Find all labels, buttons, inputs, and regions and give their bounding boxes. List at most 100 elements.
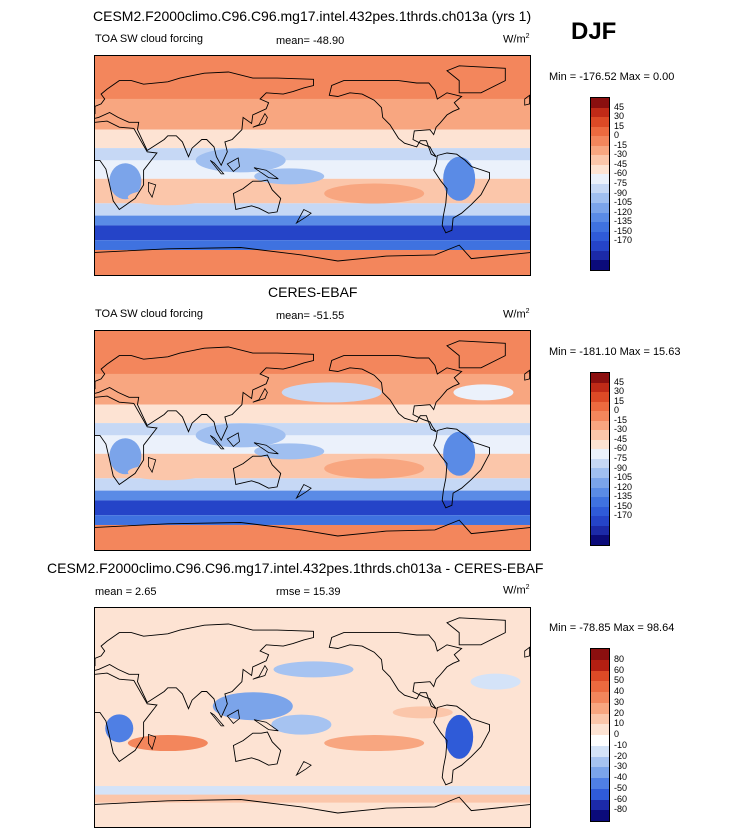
convective-region: [254, 168, 325, 185]
field-zonal-band: [95, 500, 530, 516]
amazon-cloud-region: [443, 156, 476, 201]
panel2-colorbar-tick-label: -90: [614, 462, 628, 473]
panel1-colorbar-tick-label: -45: [614, 158, 628, 169]
panel1-colorbar-segment: [591, 193, 609, 204]
coastline: [328, 80, 463, 158]
panel1-colorbar-segment: [591, 117, 609, 127]
coastline: [95, 672, 158, 763]
diff-positive-region: [127, 735, 208, 752]
panel2-colorbar-segment: [591, 401, 609, 412]
panel3-colorbar-tick-label: -20: [614, 750, 628, 761]
panel3-colorbar-tick-label: 50: [614, 675, 625, 686]
diff-positive-region: [392, 706, 453, 719]
panel2-colorbar-segment: [591, 516, 609, 526]
panel3-colorbar-segment: [591, 810, 609, 821]
panel2-colorbar-segment: [591, 458, 609, 469]
panel1-colorbar-segment: [591, 241, 609, 251]
panel3-colorbar-tick-label: 10: [614, 718, 625, 729]
convective-region: [195, 423, 286, 448]
panel3-colorbar-segment: [591, 767, 609, 778]
panel1-left-label: TOA SW cloud forcing: [95, 33, 204, 45]
season-label: DJF: [571, 18, 617, 45]
panel1-colorbar-segment: [591, 222, 609, 232]
convective-region: [254, 443, 325, 460]
panel3-map-svg: [95, 608, 530, 827]
island-coastline: [148, 456, 157, 474]
panel2-title: CERES-EBAF: [268, 284, 358, 300]
panel3-colorbar-tick-label: -60: [614, 793, 628, 804]
field-zonal-band: [95, 478, 530, 491]
panel3-colorbar-segment: [591, 670, 609, 682]
panel2-map: [94, 330, 531, 551]
panel1-map-svg: [95, 56, 530, 275]
diff-positive-region: [324, 735, 425, 752]
coastline: [95, 395, 158, 486]
panel2-colorbar-tick-label: -105: [614, 472, 633, 483]
diff-southern-band: [95, 794, 530, 803]
panel1-colorbar-segment: [591, 155, 609, 165]
panel1-field: [95, 56, 530, 275]
panel1-units: W/m2: [503, 33, 530, 46]
panel3-coastlines: [95, 617, 530, 814]
panel3-mean-label: mean = 2.65: [95, 586, 157, 598]
panel3-colorbar-segment: [591, 735, 609, 746]
panel2-minmax: Min = -181.10 Max = 15.63: [549, 346, 681, 358]
panel3-field: [95, 608, 530, 827]
panel1-colorbar-tick-label: -15: [614, 139, 628, 150]
coastline: [328, 355, 463, 433]
africa-cloud-region: [109, 438, 142, 475]
panel1-colorbar-segment: [591, 212, 609, 223]
panel2-colorbar-segment: [591, 382, 609, 393]
panel2-colorbar-tick-label: -15: [614, 414, 628, 425]
island-coastline: [252, 387, 268, 403]
field-zonal-band: [95, 129, 530, 149]
panel3-colorbar-segment: [591, 681, 609, 692]
field-zonal-band: [95, 404, 530, 424]
panel2-colorbar-segment: [591, 468, 609, 479]
coastline: [433, 152, 490, 234]
island-coastline: [295, 208, 312, 225]
panel2-colorbar-segment: [591, 430, 609, 440]
diff-negative-region: [470, 673, 521, 690]
panel3-colorbar-tick-label: 80: [614, 653, 625, 664]
coastline: [232, 179, 282, 214]
panel1-mean-label: mean= -48.90: [276, 35, 345, 47]
panel2-colorbar-segment: [591, 487, 609, 498]
diff-negative-region: [271, 714, 332, 735]
panel2-colorbar-tick-label: 0: [614, 405, 620, 416]
amazon-cloud-region: [443, 431, 476, 476]
panel1-colorbar-segment: [591, 260, 609, 270]
subtropical-clear-region: [127, 189, 208, 206]
panel2-colorbar-segment: [591, 392, 609, 402]
coastline: [95, 120, 158, 211]
island-coastline: [226, 709, 240, 724]
panel3-colorbar-tick-label: -10: [614, 739, 628, 750]
island-coastline: [253, 442, 279, 455]
island-coastline: [253, 719, 279, 732]
diff-negative-region: [445, 714, 474, 759]
panel2-colorbar-segment: [591, 497, 609, 507]
island-coastline: [524, 369, 530, 381]
panel1-colorbar-tick-label: -90: [614, 187, 628, 198]
panel3-colorbar-tick-label: 60: [614, 664, 625, 675]
panel1-colorbar: [590, 97, 610, 271]
panel1-colorbar-segment: [591, 183, 609, 194]
island-coastline: [295, 483, 312, 500]
panel2-colorbar-segment: [591, 439, 609, 450]
panel1-colorbar-segment: [591, 145, 609, 156]
island-coastline: [226, 432, 240, 447]
field-zonal-band: [95, 515, 530, 525]
field-zonal-band: [95, 215, 530, 226]
coastline: [232, 731, 282, 766]
panel1-colorbar-segment: [591, 174, 609, 184]
panel2-field: [95, 331, 530, 550]
panel1-colorbar-tick-label: -120: [614, 206, 633, 217]
panel1-colorbar-tick-label: -105: [614, 197, 633, 208]
panel2-units: W/m2: [503, 308, 530, 321]
panel3-colorbar-tick-label: -40: [614, 772, 628, 782]
panel2-colorbar-tick-label: -120: [614, 481, 633, 492]
panel3-colorbar-segment: [591, 799, 609, 811]
panel1-colorbar-segment: [591, 231, 609, 242]
panel3-colorbar-segment: [591, 724, 609, 735]
panel1-coastlines: [95, 65, 530, 262]
